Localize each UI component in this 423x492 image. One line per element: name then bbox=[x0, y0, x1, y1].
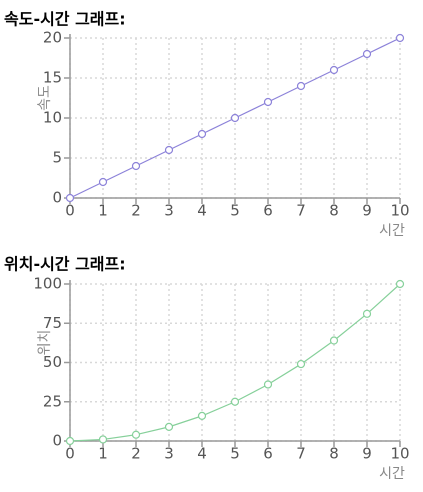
x-tick-label: 0 bbox=[65, 445, 75, 463]
data-point bbox=[296, 81, 306, 91]
data-point bbox=[65, 193, 75, 203]
x-tick-label: 5 bbox=[230, 445, 240, 463]
y-tick-label: 10 bbox=[43, 109, 62, 127]
x-tick-label: 7 bbox=[296, 202, 306, 220]
chart-title: 위치-시간 그래프: bbox=[4, 255, 126, 274]
y-tick-label: 100 bbox=[33, 275, 62, 293]
y-tick-label: 15 bbox=[43, 69, 62, 87]
x-axis-label: 시간 bbox=[379, 223, 405, 239]
data-point bbox=[395, 33, 405, 43]
y-tick-label: 25 bbox=[43, 392, 62, 410]
y-tick-label: 75 bbox=[43, 314, 62, 332]
data-point bbox=[98, 177, 108, 187]
data-point bbox=[164, 422, 174, 431]
data-point bbox=[263, 380, 273, 389]
x-tick-label: 10 bbox=[390, 445, 409, 463]
x-tick-label: 9 bbox=[362, 445, 372, 463]
x-tick-label: 6 bbox=[263, 445, 273, 463]
y-axis-label: 위치 bbox=[37, 330, 53, 356]
x-tick-label: 8 bbox=[329, 202, 339, 220]
x-tick-label: 4 bbox=[197, 445, 207, 463]
x-axis-label: 시간 bbox=[379, 466, 405, 482]
data-point bbox=[329, 336, 339, 345]
x-tick-label: 4 bbox=[197, 202, 207, 220]
y-tick-label: 50 bbox=[43, 353, 62, 371]
x-tick-label: 10 bbox=[390, 202, 409, 220]
x-tick-label: 5 bbox=[230, 202, 240, 220]
x-tick-label: 9 bbox=[362, 202, 372, 220]
data-point bbox=[230, 113, 240, 123]
data-point bbox=[131, 161, 141, 171]
x-tick-label: 7 bbox=[296, 445, 306, 463]
data-point bbox=[362, 309, 372, 318]
chart-title: 속도-시간 그래프: bbox=[4, 10, 126, 29]
data-point bbox=[164, 145, 174, 155]
y-axis-label: 속도 bbox=[37, 85, 53, 111]
data-point bbox=[329, 65, 339, 75]
x-tick-label: 3 bbox=[164, 202, 174, 220]
data-point bbox=[230, 397, 240, 406]
x-tick-label: 1 bbox=[98, 202, 108, 220]
x-tick-label: 0 bbox=[65, 202, 75, 220]
data-point bbox=[131, 430, 141, 439]
x-tick-label: 8 bbox=[329, 445, 339, 463]
x-tick-label: 6 bbox=[263, 202, 273, 220]
y-tick-label: 5 bbox=[52, 149, 62, 167]
data-point bbox=[197, 129, 207, 139]
data-point bbox=[98, 435, 108, 444]
data-point bbox=[65, 436, 75, 446]
y-tick-label: 20 bbox=[43, 29, 62, 47]
data-point bbox=[362, 49, 372, 59]
x-tick-label: 1 bbox=[98, 445, 108, 463]
data-point bbox=[296, 359, 306, 369]
data-point bbox=[197, 411, 207, 420]
x-tick-label: 2 bbox=[131, 202, 141, 220]
data-point bbox=[395, 279, 405, 289]
data-point bbox=[263, 97, 273, 107]
x-tick-label: 3 bbox=[164, 445, 174, 463]
x-tick-label: 2 bbox=[131, 445, 141, 463]
y-tick-label: 0 bbox=[52, 189, 62, 207]
y-tick-label: 0 bbox=[52, 432, 62, 450]
